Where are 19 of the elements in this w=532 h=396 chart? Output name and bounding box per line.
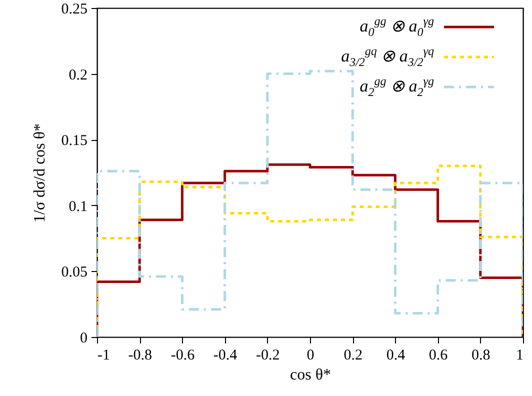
- x-tick-label: 0.6: [428, 348, 448, 364]
- x-tick-label: -0.6: [170, 348, 196, 364]
- x-tick-label: -0.2: [256, 348, 280, 364]
- x-tick-label: 1: [516, 348, 524, 364]
- x-tick-label: -0.4: [213, 348, 238, 364]
- y-axis-title: 1/σ dσ/d cos θ*: [31, 123, 48, 223]
- y-tick-label: 0: [80, 330, 88, 346]
- x-tick-label: 0: [306, 348, 314, 364]
- y-tick-label: 0.1: [68, 198, 88, 215]
- y-tick-label: 0.2: [68, 67, 88, 84]
- x-tick-label: 0.2: [344, 348, 362, 364]
- y-tick-label: 0.05: [61, 264, 88, 281]
- x-tick-label: 0.8: [472, 348, 490, 364]
- y-tick-label: 0.25: [61, 2, 88, 18]
- y-tick-label: 0.15: [61, 133, 88, 150]
- x-tick-label: -1: [98, 348, 110, 364]
- x-axis-title: cos θ*: [290, 366, 331, 384]
- x-tick-label: -0.8: [128, 348, 152, 364]
- x-tick-label: 0.4: [386, 348, 406, 364]
